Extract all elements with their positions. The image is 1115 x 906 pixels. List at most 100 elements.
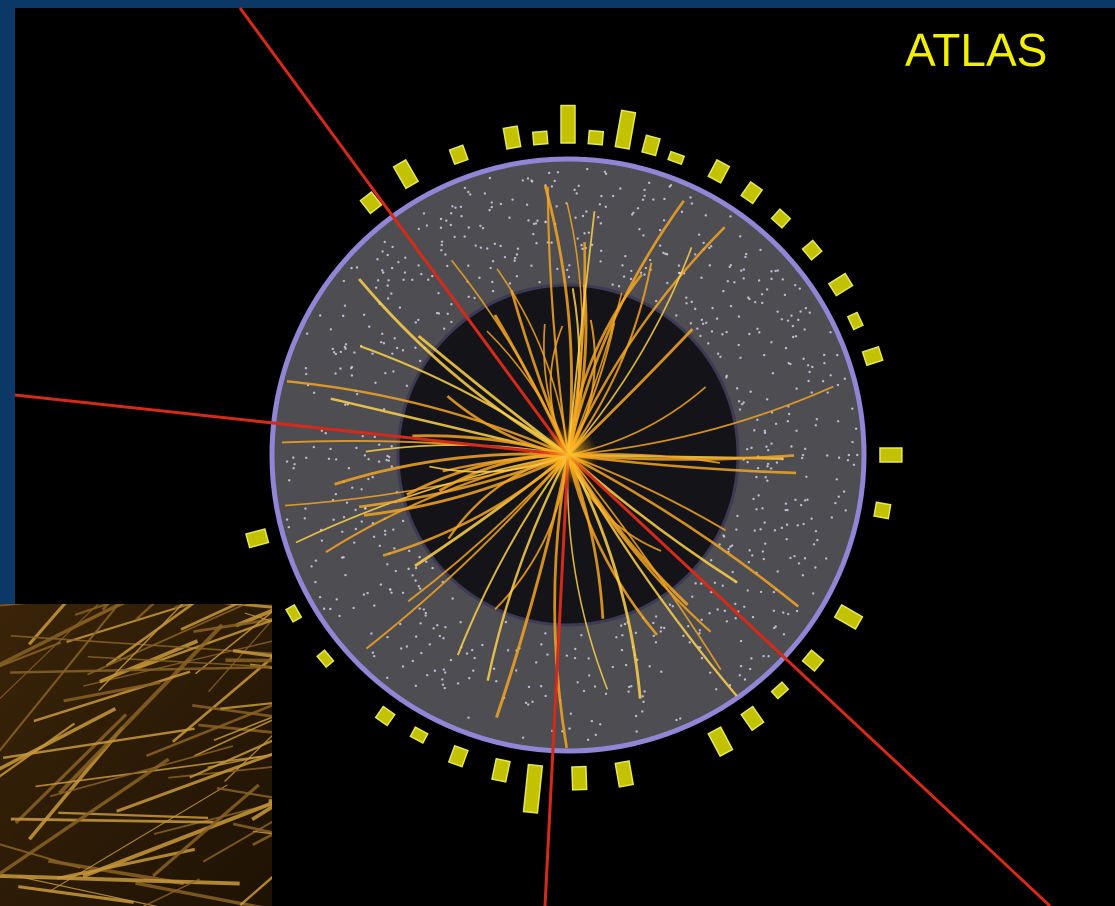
hit	[759, 528, 762, 531]
hit	[376, 258, 379, 261]
hit	[440, 243, 443, 247]
hit	[725, 374, 728, 378]
hit	[620, 624, 623, 627]
hit	[781, 278, 784, 281]
hit	[746, 589, 749, 592]
hit	[362, 593, 366, 596]
bar	[801, 239, 823, 261]
hit	[390, 292, 393, 295]
hit	[368, 325, 371, 328]
hit	[441, 678, 444, 681]
hit	[691, 595, 694, 598]
hit	[293, 462, 296, 466]
hit	[320, 539, 324, 542]
hit	[372, 654, 376, 658]
hit	[697, 233, 701, 236]
hit	[411, 659, 415, 663]
hit	[795, 609, 799, 613]
hit	[312, 445, 316, 449]
hit	[652, 198, 655, 201]
hit	[743, 678, 747, 681]
hit	[495, 680, 498, 683]
bar	[707, 158, 731, 184]
hit	[823, 361, 826, 365]
hit	[796, 524, 799, 527]
hit	[641, 710, 644, 713]
hit	[443, 671, 447, 674]
hit	[793, 554, 796, 558]
hit	[785, 523, 789, 526]
hit	[403, 271, 407, 274]
hit	[624, 663, 628, 667]
hit	[837, 456, 841, 459]
hit	[431, 566, 434, 570]
hit	[386, 635, 389, 639]
hit	[696, 327, 699, 330]
hit	[654, 615, 658, 618]
bar	[827, 272, 854, 297]
hit	[617, 285, 621, 288]
hit	[754, 300, 757, 304]
hit	[490, 205, 493, 209]
muon-track	[14, 393, 569, 457]
hit	[386, 563, 389, 566]
straw	[116, 752, 272, 813]
hit	[398, 306, 402, 309]
hit	[431, 274, 434, 278]
hit	[842, 490, 846, 493]
hit	[414, 566, 418, 570]
hit	[445, 219, 448, 222]
bar	[522, 763, 544, 814]
hit	[292, 456, 295, 459]
bar	[879, 447, 903, 463]
hit	[504, 620, 508, 624]
hit	[488, 208, 491, 212]
straw	[207, 753, 272, 768]
hit	[748, 667, 752, 671]
hit	[386, 253, 389, 257]
hit	[490, 201, 493, 204]
straw	[213, 716, 272, 741]
hit	[663, 197, 666, 201]
hit	[698, 632, 701, 635]
hit	[716, 608, 719, 611]
hit	[442, 668, 446, 671]
hit	[663, 626, 666, 630]
hit	[770, 341, 773, 344]
straw	[58, 811, 209, 819]
hit	[730, 544, 734, 547]
hit	[826, 391, 829, 394]
bar-rect	[861, 345, 884, 367]
hit	[473, 296, 476, 300]
hit	[795, 387, 798, 390]
hit	[400, 647, 403, 650]
straw	[239, 875, 272, 906]
hit	[378, 443, 381, 446]
straw	[10, 665, 270, 674]
straw	[0, 757, 170, 876]
hit	[689, 196, 692, 199]
hit	[345, 501, 349, 504]
hit	[805, 475, 808, 478]
hit	[285, 460, 289, 463]
hit	[489, 266, 492, 270]
hit	[479, 224, 482, 228]
hit	[411, 574, 414, 577]
straw	[105, 604, 195, 667]
hit	[588, 674, 591, 677]
title: ATLAS	[905, 24, 1047, 76]
hit	[814, 530, 818, 533]
hit	[418, 607, 421, 610]
hit	[493, 242, 497, 246]
hit	[639, 271, 643, 274]
hit	[729, 263, 733, 267]
calorimeter-bars	[245, 104, 903, 814]
hit	[355, 266, 359, 269]
hit	[634, 714, 638, 718]
hit	[387, 279, 390, 282]
hit	[322, 607, 326, 610]
hit	[679, 717, 682, 720]
straw	[142, 878, 200, 906]
hit	[565, 654, 569, 657]
bar-rect	[587, 129, 605, 146]
